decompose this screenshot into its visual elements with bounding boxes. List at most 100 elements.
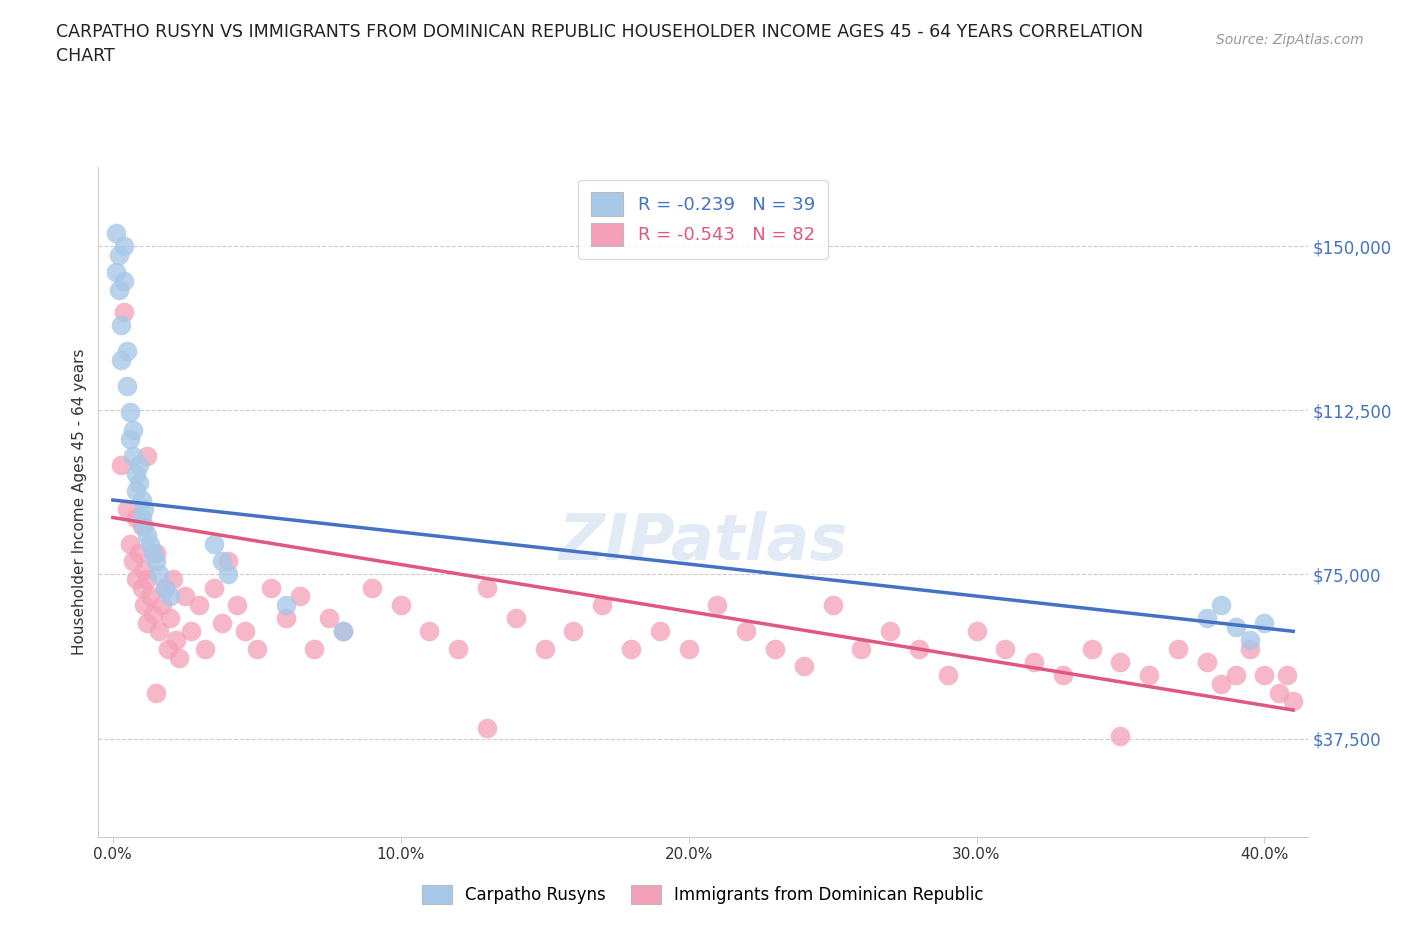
Immigrants from Dominican Republic: [1282, 694, 1305, 709]
Immigrants from Dominican Republic: [120, 537, 142, 551]
Immigrants from Dominican Republic: [1022, 655, 1045, 670]
Immigrants from Dominican Republic: [136, 449, 159, 464]
Carpatho Rusyns: [104, 226, 127, 241]
Carpatho Rusyns: [139, 537, 162, 551]
Immigrants from Dominican Republic: [966, 624, 988, 639]
Immigrants from Dominican Republic: [620, 642, 643, 657]
Immigrants from Dominican Republic: [288, 589, 311, 604]
Carpatho Rusyns: [159, 589, 181, 604]
Immigrants from Dominican Republic: [150, 598, 173, 613]
Immigrants from Dominican Republic: [332, 624, 354, 639]
Carpatho Rusyns: [1239, 632, 1261, 647]
Immigrants from Dominican Republic: [648, 624, 671, 639]
Carpatho Rusyns: [115, 379, 138, 393]
Immigrants from Dominican Republic: [167, 650, 190, 665]
Carpatho Rusyns: [120, 432, 142, 446]
Immigrants from Dominican Republic: [188, 598, 211, 613]
Carpatho Rusyns: [1253, 615, 1275, 630]
Immigrants from Dominican Republic: [1137, 668, 1160, 683]
Immigrants from Dominican Republic: [139, 589, 162, 604]
Immigrants from Dominican Republic: [225, 598, 247, 613]
Immigrants from Dominican Republic: [936, 668, 959, 683]
Immigrants from Dominican Republic: [128, 545, 150, 560]
Legend: R = -0.239   N = 39, R = -0.543   N = 82: R = -0.239 N = 39, R = -0.543 N = 82: [578, 179, 828, 259]
Carpatho Rusyns: [134, 501, 156, 516]
Immigrants from Dominican Republic: [115, 501, 138, 516]
Immigrants from Dominican Republic: [136, 571, 159, 586]
Immigrants from Dominican Republic: [246, 642, 269, 657]
Immigrants from Dominican Republic: [475, 580, 498, 595]
Carpatho Rusyns: [1195, 611, 1218, 626]
Carpatho Rusyns: [217, 567, 239, 582]
Immigrants from Dominican Republic: [180, 624, 202, 639]
Carpatho Rusyns: [211, 554, 233, 569]
Immigrants from Dominican Republic: [908, 642, 931, 657]
Immigrants from Dominican Republic: [304, 642, 326, 657]
Immigrants from Dominican Republic: [194, 642, 217, 657]
Immigrants from Dominican Republic: [318, 611, 340, 626]
Carpatho Rusyns: [134, 519, 156, 534]
Immigrants from Dominican Republic: [148, 624, 170, 639]
Immigrants from Dominican Republic: [173, 589, 195, 604]
Immigrants from Dominican Republic: [1211, 676, 1233, 691]
Immigrants from Dominican Republic: [821, 598, 844, 613]
Immigrants from Dominican Republic: [131, 580, 153, 595]
Immigrants from Dominican Republic: [505, 611, 527, 626]
Carpatho Rusyns: [120, 405, 142, 420]
Immigrants from Dominican Republic: [153, 580, 176, 595]
Carpatho Rusyns: [107, 247, 129, 262]
Immigrants from Dominican Republic: [706, 598, 728, 613]
Immigrants from Dominican Republic: [260, 580, 283, 595]
Immigrants from Dominican Republic: [793, 658, 815, 673]
Carpatho Rusyns: [110, 317, 132, 332]
Immigrants from Dominican Republic: [122, 554, 145, 569]
Immigrants from Dominican Republic: [217, 554, 239, 569]
Carpatho Rusyns: [148, 567, 170, 582]
Immigrants from Dominican Republic: [1167, 642, 1189, 657]
Immigrants from Dominican Republic: [678, 642, 700, 657]
Text: ZIPatlas: ZIPatlas: [558, 512, 848, 574]
Immigrants from Dominican Republic: [134, 563, 156, 578]
Immigrants from Dominican Republic: [1239, 642, 1261, 657]
Carpatho Rusyns: [112, 273, 135, 288]
Carpatho Rusyns: [122, 449, 145, 464]
Carpatho Rusyns: [125, 466, 148, 481]
Text: CARPATHO RUSYN VS IMMIGRANTS FROM DOMINICAN REPUBLIC HOUSEHOLDER INCOME AGES 45 : CARPATHO RUSYN VS IMMIGRANTS FROM DOMINI…: [56, 23, 1143, 65]
Immigrants from Dominican Republic: [994, 642, 1017, 657]
Immigrants from Dominican Republic: [1052, 668, 1074, 683]
Immigrants from Dominican Republic: [562, 624, 585, 639]
Immigrants from Dominican Republic: [533, 642, 555, 657]
Immigrants from Dominican Republic: [202, 580, 225, 595]
Immigrants from Dominican Republic: [418, 624, 440, 639]
Carpatho Rusyns: [128, 458, 150, 472]
Carpatho Rusyns: [1225, 619, 1247, 634]
Carpatho Rusyns: [145, 554, 167, 569]
Immigrants from Dominican Republic: [165, 632, 187, 647]
Immigrants from Dominican Republic: [145, 545, 167, 560]
Immigrants from Dominican Republic: [162, 571, 184, 586]
Immigrants from Dominican Republic: [763, 642, 786, 657]
Text: Source: ZipAtlas.com: Source: ZipAtlas.com: [1216, 33, 1364, 46]
Carpatho Rusyns: [104, 265, 127, 280]
Immigrants from Dominican Republic: [211, 615, 233, 630]
Carpatho Rusyns: [1211, 598, 1233, 613]
Immigrants from Dominican Republic: [145, 685, 167, 700]
Immigrants from Dominican Republic: [1080, 642, 1102, 657]
Immigrants from Dominican Republic: [735, 624, 758, 639]
Immigrants from Dominican Republic: [1109, 729, 1132, 744]
Immigrants from Dominican Republic: [1277, 668, 1299, 683]
Immigrants from Dominican Republic: [136, 615, 159, 630]
Carpatho Rusyns: [142, 545, 165, 560]
Immigrants from Dominican Republic: [851, 642, 873, 657]
Immigrants from Dominican Republic: [112, 304, 135, 319]
Immigrants from Dominican Republic: [1109, 655, 1132, 670]
Immigrants from Dominican Republic: [134, 598, 156, 613]
Immigrants from Dominican Republic: [142, 606, 165, 621]
Immigrants from Dominican Republic: [389, 598, 412, 613]
Y-axis label: Householder Income Ages 45 - 64 years: Householder Income Ages 45 - 64 years: [72, 349, 87, 656]
Immigrants from Dominican Republic: [125, 510, 148, 525]
Immigrants from Dominican Republic: [233, 624, 256, 639]
Carpatho Rusyns: [136, 527, 159, 542]
Carpatho Rusyns: [153, 580, 176, 595]
Immigrants from Dominican Republic: [361, 580, 384, 595]
